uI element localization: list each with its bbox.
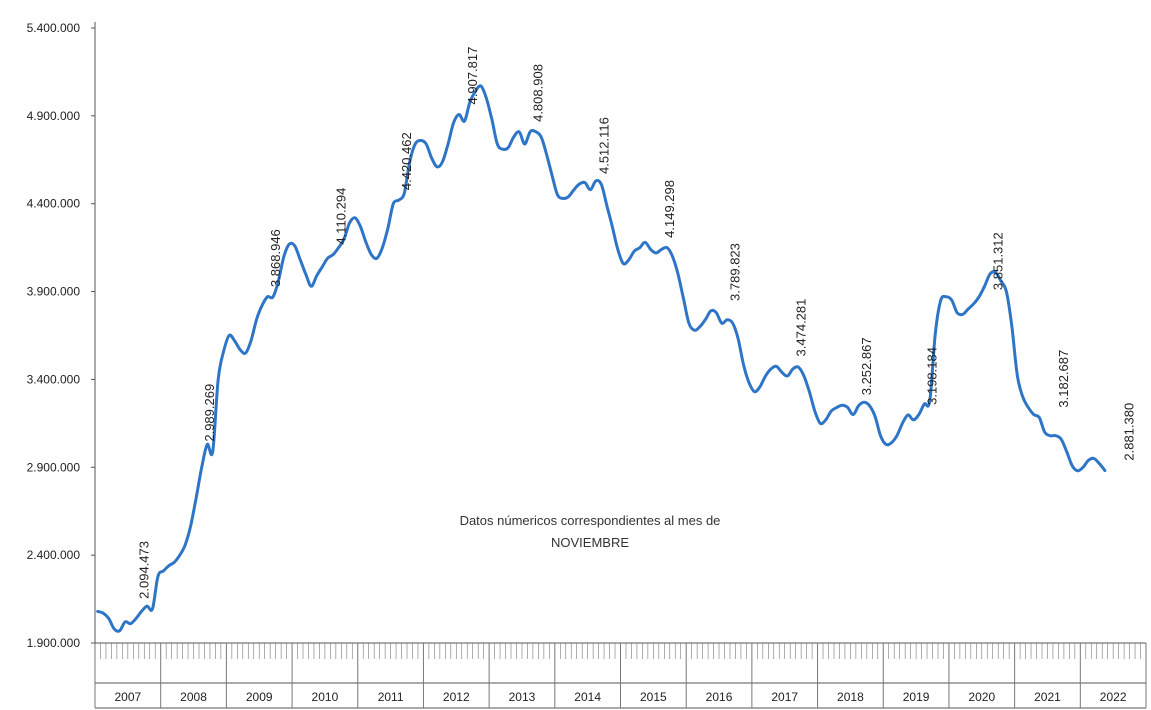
data-label: 4.808.908	[531, 64, 546, 122]
data-label: 4.149.298	[662, 180, 677, 238]
data-label: 3.182.687	[1056, 350, 1071, 408]
y-tick-label: 4.400.000	[27, 197, 81, 211]
x-tick-label: 2020	[968, 690, 995, 704]
x-tick-label: 2016	[706, 690, 733, 704]
x-tick-label: 2012	[443, 690, 470, 704]
x-tick-label: 2021	[1034, 690, 1061, 704]
data-label: 4.907.817	[465, 47, 480, 105]
data-label: 4.512.116	[596, 117, 611, 174]
y-tick-label: 2.900.000	[27, 460, 81, 474]
y-tick-label: 1.900.000	[27, 636, 81, 650]
data-labels: 2.094.473 2.989.269 3.868.946 4.110.294 4.42…	[137, 47, 1137, 599]
x-tick-label: 2018	[837, 690, 864, 704]
data-label: 3.474.281	[793, 299, 808, 357]
x-tick-label: 2008	[180, 690, 207, 704]
data-label: 3.851.312	[990, 232, 1005, 290]
data-label: 3.198.184	[925, 347, 940, 405]
series-line	[96, 84, 1107, 633]
y-tick-label: 3.400.000	[27, 372, 81, 386]
y-tick-label: 4.900.000	[27, 109, 81, 123]
data-label: 2.989.269	[202, 384, 217, 442]
data-label: 2.094.473	[137, 541, 152, 599]
x-tick-label: 2009	[246, 690, 273, 704]
y-tick-label: 2.400.000	[27, 548, 81, 562]
y-tick-label: 3.900.000	[27, 285, 81, 299]
x-tick-label: 2019	[903, 690, 930, 704]
data-label: 3.252.867	[859, 337, 874, 395]
data-label: 2.881.380	[1122, 403, 1137, 461]
chart-annotation: Datos númericos correspondientes al mes …	[460, 513, 721, 550]
x-tick-label: 2013	[509, 690, 536, 704]
x-tick-label: 2022	[1100, 690, 1127, 704]
data-label: 4.110.294	[334, 188, 349, 245]
x-tick-label: 2007	[114, 690, 141, 704]
x-tick-label: 2017	[771, 690, 798, 704]
series-layer	[96, 84, 1107, 633]
y-tick-label: 5.400.000	[27, 21, 81, 35]
x-tick-label: 2010	[312, 690, 339, 704]
x-tick-label: 2011	[378, 690, 404, 704]
data-label: 3.868.946	[268, 229, 283, 287]
y-axis: 1.900.000 2.400.000 2.900.000 3.400.000 3.90…	[27, 21, 96, 650]
x-axis: 2007 2008 2009 2010 2011 2012 2013 2014 2015 2016…	[94, 642, 1147, 709]
annotation-line-1: Datos númericos correspondientes al mes …	[460, 513, 721, 528]
x-tick-label: 2014	[574, 690, 601, 704]
data-label: 3.789.823	[728, 243, 743, 301]
x-tick-label: 2015	[640, 690, 667, 704]
annotation-line-2: NOVIEMBRE	[551, 535, 629, 550]
data-label: 4.420.462	[399, 132, 414, 190]
